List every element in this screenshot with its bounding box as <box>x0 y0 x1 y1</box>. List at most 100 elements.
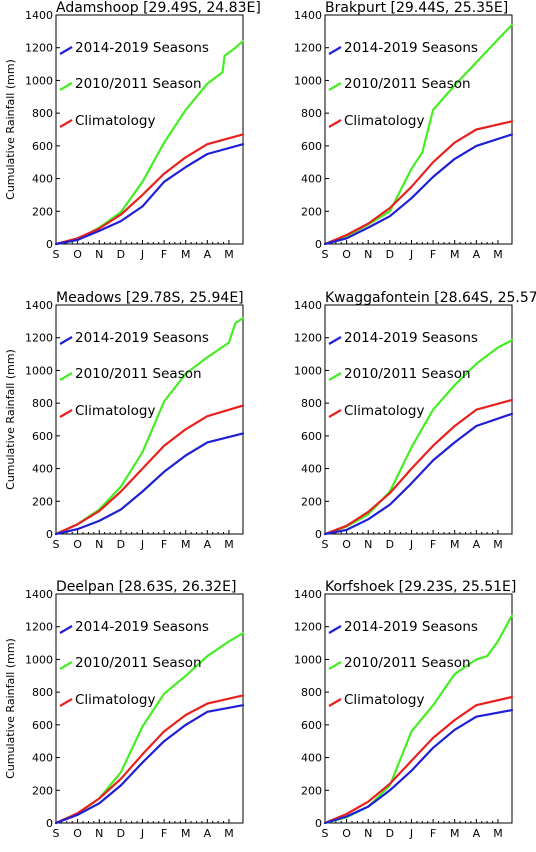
chart-title: Deelpan [28.63S, 26.32E] <box>56 579 236 595</box>
legend-label: 2014-2019 Seasons <box>75 40 209 56</box>
legend-swatch <box>59 82 73 91</box>
y-tick-label: 200 <box>301 205 322 218</box>
chart-panel-0: Adamshoop [29.49S, 24.83E] Cumulative Rai… <box>4 0 261 261</box>
legend-swatch <box>59 409 73 418</box>
x-tick-label: S <box>53 248 60 261</box>
y-tick-label: 600 <box>32 719 53 732</box>
x-tick-label: S <box>53 538 60 551</box>
legend-swatch <box>328 409 342 418</box>
x-tick-label: A <box>204 538 212 551</box>
plot-frame <box>55 14 244 245</box>
x-tick-label: M <box>450 827 460 840</box>
y-tick-label: 600 <box>301 719 322 732</box>
x-tick-label: A <box>204 827 212 840</box>
y-axis-label: Cumulative Rainfall (mm) <box>4 349 17 490</box>
x-tick-label: M <box>181 248 191 261</box>
chart-title: Kwaggafontein [28.64S, 25.57E] <box>325 290 536 306</box>
y-tick-label: 1000 <box>25 364 53 377</box>
y-tick-label: 1400 <box>294 588 322 601</box>
legend-label: Climatology <box>344 113 424 129</box>
x-tick-label: M <box>450 248 460 261</box>
x-tick-label: A <box>473 248 481 261</box>
x-tick-label: J <box>140 538 144 551</box>
x-tick-label: S <box>53 827 60 840</box>
y-tick-label: 1200 <box>294 332 322 345</box>
legend-label: Climatology <box>75 113 155 129</box>
series-line-2 <box>323 398 514 536</box>
y-tick-label: 0 <box>46 238 53 251</box>
x-tick-label: M <box>493 827 503 840</box>
legend-label: Climatology <box>344 692 424 708</box>
x-tick-label: M <box>224 827 234 840</box>
y-tick-label: 200 <box>301 495 322 508</box>
x-tick-label: D <box>117 538 125 551</box>
y-tick-label: 1400 <box>25 299 53 312</box>
x-tick-label: F <box>161 248 167 261</box>
y-tick-label: 1000 <box>294 74 322 87</box>
plot-frame <box>324 14 513 245</box>
x-tick-label: M <box>224 538 234 551</box>
x-tick-label: M <box>450 538 460 551</box>
x-tick-label: M <box>224 248 234 261</box>
x-tick-label: J <box>140 248 144 261</box>
series-line-1 <box>323 614 514 825</box>
y-tick-label: 1000 <box>294 653 322 666</box>
y-tick-label: 800 <box>301 397 322 410</box>
chart-title: Korfshoek [29.23S, 25.51E] <box>325 579 516 595</box>
plot-frame <box>55 304 244 535</box>
series-line-2 <box>323 695 514 825</box>
chart-title: Adamshoop [29.49S, 24.83E] <box>56 0 261 16</box>
series-line-2 <box>54 404 245 536</box>
y-tick-label: 1400 <box>25 588 53 601</box>
y-tick-label: 400 <box>301 463 322 476</box>
y-tick-label: 0 <box>315 817 322 830</box>
y-tick-label: 0 <box>46 817 53 830</box>
x-tick-label: J <box>409 827 413 840</box>
x-tick-label: D <box>386 827 394 840</box>
series-line-2 <box>54 694 245 825</box>
plot-frame <box>324 593 513 824</box>
x-tick-label: F <box>430 538 436 551</box>
y-tick-label: 1200 <box>25 332 53 345</box>
y-tick-label: 0 <box>46 528 53 541</box>
legend-label: 2014-2019 Seasons <box>75 330 209 346</box>
legend-label: 2010/2011 Season <box>344 366 471 382</box>
y-tick-label: 800 <box>301 686 322 699</box>
legend-swatch <box>328 372 342 381</box>
x-tick-label: D <box>386 248 394 261</box>
series-line-1 <box>323 339 514 536</box>
series-line-0 <box>54 432 245 536</box>
chart-panel-5: Korfshoek [29.23S, 25.51E] 0 200 400 600 800 1… <box>294 579 516 840</box>
x-tick-label: N <box>364 827 372 840</box>
y-tick-label: 200 <box>301 784 322 797</box>
y-tick-label: 400 <box>301 752 322 765</box>
legend-swatch <box>59 625 73 634</box>
legend-swatch <box>59 372 73 381</box>
legend-label: 2010/2011 Season <box>75 655 202 671</box>
x-tick-label: O <box>342 538 351 551</box>
y-tick-label: 200 <box>32 205 53 218</box>
y-tick-label: 0 <box>315 238 322 251</box>
legend-label: Climatology <box>75 403 155 419</box>
y-tick-label: 0 <box>315 528 322 541</box>
series-line-1 <box>54 317 245 536</box>
x-tick-label: N <box>95 538 103 551</box>
x-tick-label: M <box>493 248 503 261</box>
chart-panel-3: Kwaggafontein [28.64S, 25.57E] 0 200 400 600… <box>294 290 536 551</box>
x-tick-label: F <box>430 827 436 840</box>
x-tick-label: J <box>409 248 413 261</box>
x-tick-label: A <box>473 827 481 840</box>
y-tick-label: 1400 <box>25 9 53 22</box>
x-tick-label: F <box>161 827 167 840</box>
y-tick-label: 600 <box>301 430 322 443</box>
x-tick-label: O <box>342 827 351 840</box>
legend-swatch <box>328 82 342 91</box>
y-tick-label: 800 <box>301 107 322 120</box>
series-line-0 <box>323 133 514 246</box>
y-tick-label: 1400 <box>294 299 322 312</box>
y-tick-label: 1000 <box>25 74 53 87</box>
legend-swatch <box>328 46 342 55</box>
x-tick-label: A <box>473 538 481 551</box>
series-line-0 <box>54 704 245 825</box>
